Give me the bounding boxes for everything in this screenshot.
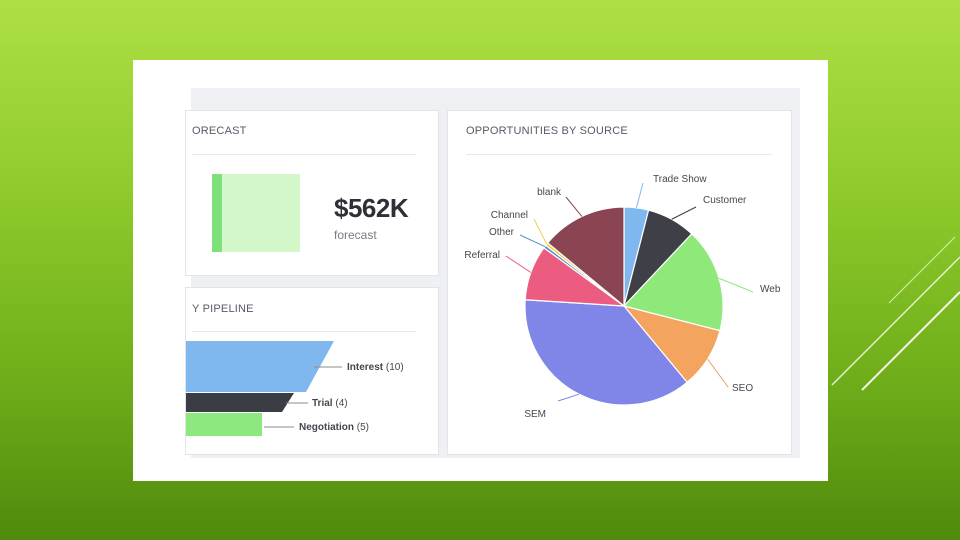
screenshot-frame: ORECAST $562K forecast Y PIPELINE Intere… <box>133 60 828 481</box>
pie-label-referral: Referral <box>464 250 500 261</box>
pie-slice-web <box>622 232 724 332</box>
pie-leader-blank <box>565 196 583 217</box>
pie-label-other: Other <box>489 227 515 238</box>
funnel-stage-trial <box>186 393 294 412</box>
pipeline-divider <box>192 331 416 332</box>
forecast-value: $562K <box>334 193 409 223</box>
pie-leader-customer <box>671 206 697 220</box>
pie-label-sem: SEM <box>524 409 546 420</box>
forecast-card: ORECAST $562K forecast <box>185 110 439 276</box>
pipeline-card: Y PIPELINE Interest (10) Trial (4) Negot… <box>185 287 439 455</box>
funnel-stage-interest <box>186 341 334 392</box>
funnel-stage-negotiation <box>186 413 262 436</box>
pie-leader-seo <box>707 358 729 388</box>
funnel-label-interest: Interest (10) <box>347 362 404 373</box>
forecast-title: ORECAST <box>192 125 247 137</box>
pie-label-seo: SEO <box>732 383 753 394</box>
opportunities-title: OPPORTUNITIES BY SOURCE <box>466 125 628 137</box>
pie-slice-sem <box>524 299 688 406</box>
pie-leader-sem <box>557 393 580 402</box>
opportunities-divider <box>466 154 772 155</box>
pie-leader-other <box>519 234 546 248</box>
forecast-bar <box>222 174 300 252</box>
pie-label-trade-show: Trade Show <box>653 174 707 185</box>
pie-slice-blank <box>546 206 625 308</box>
pipeline-title: Y PIPELINE <box>192 303 254 315</box>
pie-leader-web <box>718 277 754 293</box>
pipeline-funnel: Interest (10) Trial (4) Negotiation (5) <box>186 341 404 436</box>
opportunities-card: OPPORTUNITIES BY SOURCE Trade Show Custom… <box>447 110 792 455</box>
pie-label-web: Web <box>760 284 781 295</box>
forecast-bar-accent <box>212 174 222 252</box>
pie-chart: Trade Show Customer Web SEO SEM Referral Other… <box>464 174 781 420</box>
pie-leader-channel <box>533 218 548 245</box>
pie-leader-referral <box>505 255 532 273</box>
pie-label-blank: blank <box>537 187 562 198</box>
forecast-divider <box>192 154 416 155</box>
pie-label-customer: Customer <box>703 195 747 206</box>
pie-leader-trade-show <box>635 182 644 208</box>
pie-label-channel: Channel <box>491 210 528 221</box>
forecast-subtitle: forecast <box>334 228 377 242</box>
dashboard: ORECAST $562K forecast Y PIPELINE Intere… <box>185 88 800 458</box>
funnel-label-trial: Trial (4) <box>312 398 348 409</box>
funnel-label-negotiation: Negotiation (5) <box>299 422 369 433</box>
